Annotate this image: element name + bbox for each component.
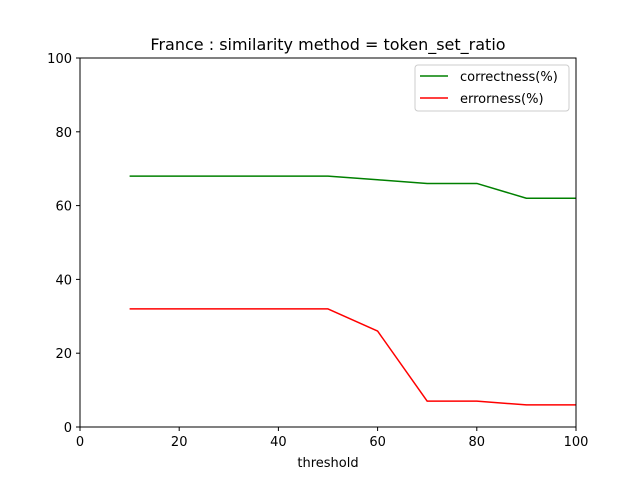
x-tick-label: 0 xyxy=(76,435,84,450)
y-tick-label: 80 xyxy=(55,126,72,141)
plot-area-frame xyxy=(79,57,577,428)
series-layer xyxy=(129,175,576,406)
x-tick-label: 20 xyxy=(171,435,188,450)
x-axis-label: threshold xyxy=(297,456,358,471)
y-tick-label: 40 xyxy=(55,273,72,288)
legend: correctness(%) errorness(%) xyxy=(414,64,570,112)
x-tick-label: 80 xyxy=(469,435,486,450)
x-tick-label: 100 xyxy=(564,435,589,450)
chart-title: France : similarity method = token_set_r… xyxy=(150,35,505,55)
y-tick-label: 60 xyxy=(55,200,72,215)
x-tick-label: 40 xyxy=(270,435,287,450)
y-tick-label: 0 xyxy=(64,421,72,436)
y-tick-label: 20 xyxy=(55,347,72,362)
legend-label: correctness(%) xyxy=(460,70,558,85)
legend-label: errorness(%) xyxy=(460,92,544,107)
series-line xyxy=(129,175,576,199)
y-tick-label: 100 xyxy=(47,52,72,67)
x-tick-label: 60 xyxy=(369,435,386,450)
y-axis: 0 20 40 60 80 100 xyxy=(47,52,80,436)
series-line xyxy=(129,308,576,406)
legend-box xyxy=(414,64,570,112)
x-axis: 0 20 40 60 80 100 xyxy=(76,427,589,450)
